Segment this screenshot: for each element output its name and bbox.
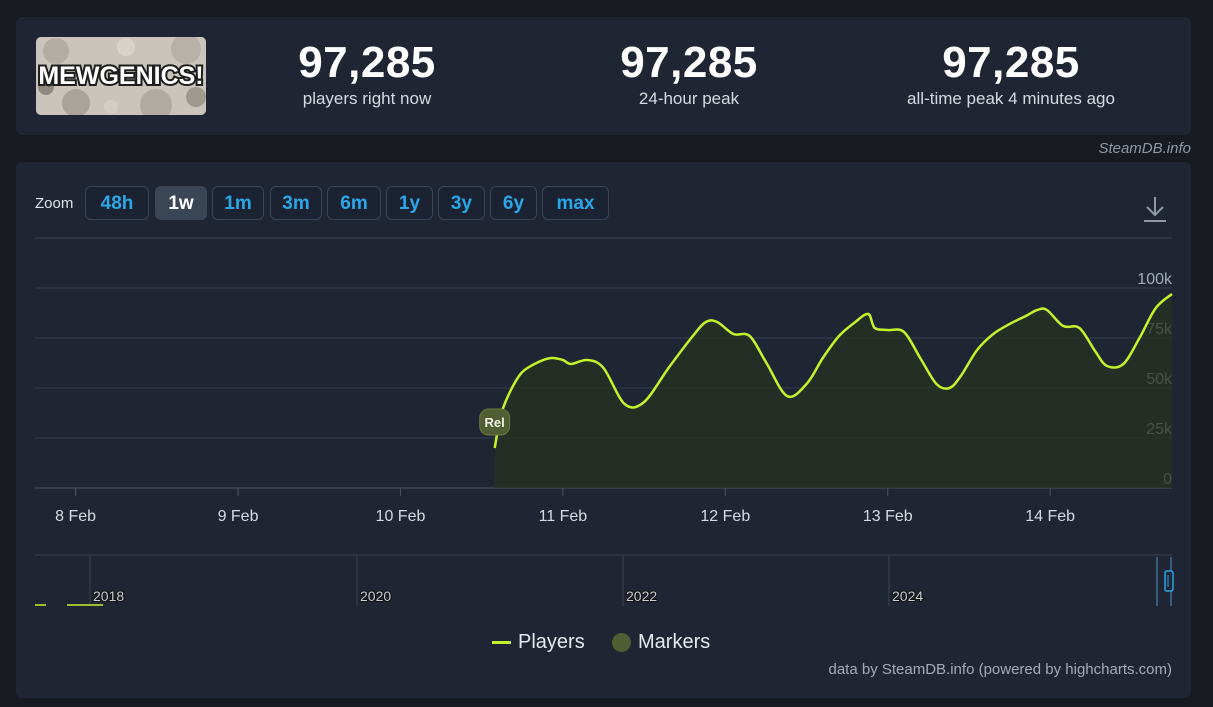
- x-tick-label: 8 Feb: [55, 508, 96, 525]
- stat-current-players: 97,285 players right now: [217, 37, 517, 109]
- stat-value: 97,285: [298, 38, 436, 87]
- chart-legend: Players Markers: [16, 631, 1191, 657]
- players-area-fill: [494, 294, 1172, 488]
- stat-label: players right now: [302, 89, 432, 108]
- stat-all-time-peak: 97,285 all-time peak 4 minutes ago: [861, 37, 1161, 109]
- legend-item-players[interactable]: Players: [492, 631, 585, 654]
- highcharts-credit[interactable]: data by SteamDB.info (powered by highcha…: [828, 661, 1173, 678]
- x-tick-label: 10 Feb: [376, 508, 426, 525]
- stat-24h-peak: 97,285 24-hour peak: [539, 37, 839, 109]
- zoom-button-48h[interactable]: 48h: [85, 186, 149, 220]
- navigator[interactable]: 2018 2020 2022 2024: [35, 554, 1174, 606]
- zoom-button-3y[interactable]: 3y: [438, 186, 485, 220]
- download-icon[interactable]: [1141, 194, 1169, 224]
- markers-series: Rel: [479, 408, 511, 436]
- zoom-button-max[interactable]: max: [542, 186, 609, 220]
- legend-item-markers[interactable]: Markers: [612, 631, 710, 654]
- zoom-button-6y[interactable]: 6y: [490, 186, 537, 220]
- zoom-button-3m[interactable]: 3m: [270, 186, 322, 220]
- stat-label: all-time peak 4 minutes ago: [907, 89, 1115, 108]
- zoom-button-1m[interactable]: 1m: [212, 186, 264, 220]
- players-series-line[interactable]: [493, 293, 1173, 449]
- game-logo[interactable]: MEWGENICS!: [36, 37, 206, 115]
- navigator-handle[interactable]: [1164, 570, 1174, 592]
- zoom-button-1y[interactable]: 1y: [386, 186, 433, 220]
- x-tick-label: 9 Feb: [218, 508, 259, 525]
- zoom-button-6m[interactable]: 6m: [327, 186, 381, 220]
- navigator-tick-label: 2022: [626, 588, 657, 604]
- legend-label: Players: [518, 631, 585, 653]
- logo-text: MEWGENICS!: [38, 62, 203, 90]
- x-tick-label: 13 Feb: [863, 508, 913, 525]
- chart-panel: Zoom 48h 1w 1m 3m 6m 1y 3y 6y max 025k50…: [16, 162, 1191, 698]
- zoom-label: Zoom: [35, 195, 74, 212]
- navigator-tick-label: 2024: [892, 588, 923, 604]
- stat-value: 97,285: [620, 38, 758, 87]
- stat-label: 24-hour peak: [638, 89, 740, 108]
- legend-line-icon: [492, 641, 511, 644]
- marker-badge[interactable]: [479, 408, 511, 436]
- stats-header: MEWGENICS! 97,285 players right now 97,2…: [16, 17, 1191, 135]
- x-tick-label: 12 Feb: [700, 508, 750, 525]
- x-tick-label: 11 Feb: [539, 508, 588, 525]
- legend-circle-icon: [612, 633, 631, 652]
- navigator-tick-label: 2018: [93, 588, 124, 604]
- navigator-axis: 2018 2020 2022 2024: [89, 556, 924, 606]
- marker-label: Rel: [485, 415, 505, 430]
- x-tick-label: 14 Feb: [1025, 508, 1075, 525]
- stat-value: 97,285: [942, 38, 1080, 87]
- legend-label: Markers: [638, 631, 711, 653]
- steamdb-credit[interactable]: SteamDB.info: [1098, 140, 1191, 157]
- game-logo-art: MEWGENICS!: [36, 37, 206, 115]
- x-axis: 8 Feb 9 Feb 10 Feb 11 Feb 12 Feb 13 Feb 14 Feb: [55, 488, 1075, 525]
- navigator-tick-label: 2020: [360, 588, 391, 604]
- zoom-button-1w[interactable]: 1w: [155, 186, 207, 220]
- y-tick-label: 100k: [1137, 271, 1173, 288]
